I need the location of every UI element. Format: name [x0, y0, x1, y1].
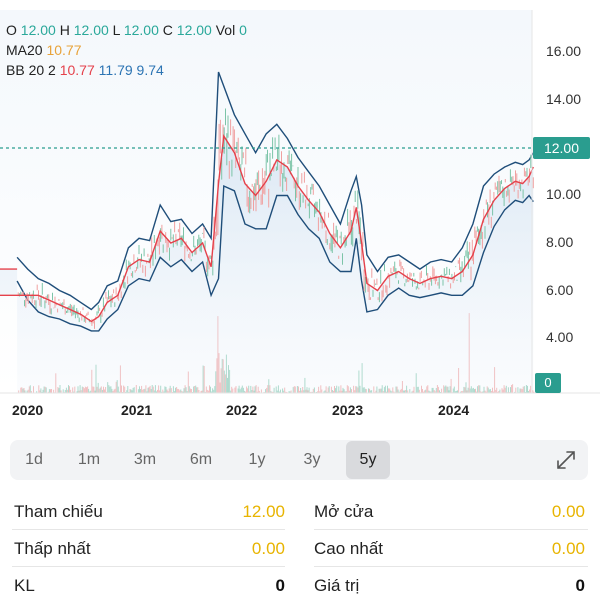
y-tick-8: 8.00 [546, 234, 574, 250]
bb-mid-value: 10.77 [59, 62, 95, 78]
high-stat-value: 0.00 [551, 539, 585, 558]
current-price-tag: 12.00 [533, 137, 590, 159]
high-value: 12.00 [73, 22, 109, 38]
range-1y-button[interactable]: 1y [248, 451, 266, 468]
open-label: O [6, 22, 17, 38]
open-stat-value: 0.00 [551, 502, 585, 521]
y-tick-16: 16.00 [546, 43, 582, 59]
range-6m-button[interactable]: 6m [189, 451, 213, 468]
ma-label: MA20 [6, 42, 43, 58]
volume-stat-label: KL [14, 576, 35, 595]
volume-stat-value: 0 [275, 576, 285, 595]
open-stat-label: Mở cửa [314, 502, 374, 521]
value-stat-label: Giá trị [314, 576, 360, 595]
high-label: H [59, 22, 70, 38]
expand-icon[interactable] [555, 449, 577, 471]
chart-legend: O 12.00 H 12.00 L 12.00 C 12.00 Vol 0 MA… [6, 20, 247, 80]
volume-tag: 0 [535, 373, 561, 393]
low-stat-value: 0.00 [251, 539, 285, 558]
stat-divider [12, 566, 285, 567]
bb-upper-value: 11.79 [98, 62, 133, 78]
stat-divider [314, 566, 588, 567]
high-stat-label: Cao nhất [314, 539, 383, 558]
vol-label: Vol [215, 22, 236, 38]
volume-bar [533, 391, 535, 393]
low-stat-label: Thấp nhất [14, 539, 91, 558]
x-tick-2020: 2020 [12, 402, 44, 418]
bollinger-upper-line [16, 71, 534, 311]
reference-label: Tham chiếu [14, 502, 103, 521]
range-selector [10, 440, 588, 480]
y-tick-6: 6.00 [546, 282, 574, 298]
y-tick-14: 14.00 [546, 91, 582, 107]
range-1d-button[interactable]: 1d [25, 451, 43, 468]
x-tick-2024: 2024 [438, 402, 470, 418]
bb-row: BB 20 2 10.77 11.79 9.74 [6, 60, 247, 80]
bb-lower-value: 9.74 [136, 62, 164, 78]
range-3m-button[interactable]: 3m [133, 451, 157, 468]
stat-divider [314, 529, 588, 530]
stat-divider [12, 529, 285, 530]
ma-value: 10.77 [46, 42, 82, 58]
x-tick-2023: 2023 [332, 402, 364, 418]
price-area-fill [0, 136, 534, 393]
bollinger-lower-line [16, 184, 534, 332]
reference-value: 12.00 [242, 502, 285, 521]
ohlc-row: O 12.00 H 12.00 L 12.00 C 12.00 Vol 0 [6, 20, 247, 40]
ma20-line [0, 134, 534, 323]
vol-value: 0 [239, 22, 247, 38]
low-value: 12.00 [123, 22, 159, 38]
range-3y-button[interactable]: 3y [303, 451, 321, 468]
low-label: L [112, 22, 120, 38]
y-tick-4: 4.00 [546, 329, 574, 345]
value-stat-value: 0 [575, 576, 585, 595]
x-tick-2022: 2022 [226, 402, 258, 418]
ma-row: MA20 10.77 [6, 40, 247, 60]
range-1m-button[interactable]: 1m [77, 451, 101, 468]
y-tick-10: 10.00 [546, 186, 582, 202]
range-5y-button[interactable]: 5y [346, 441, 390, 479]
x-tick-2021: 2021 [121, 402, 153, 418]
open-value: 12.00 [20, 22, 56, 38]
close-label: C [162, 22, 173, 38]
close-value: 12.00 [176, 22, 212, 38]
bb-label: BB 20 2 [6, 62, 56, 78]
